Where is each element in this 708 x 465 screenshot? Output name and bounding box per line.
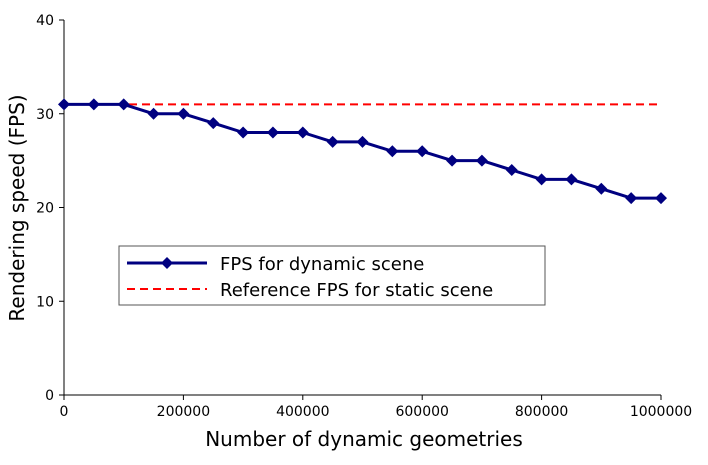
data-point-marker bbox=[446, 154, 459, 167]
legend: FPS for dynamic scene Reference FPS for … bbox=[118, 245, 546, 306]
x-tick-label: 1000000 bbox=[630, 404, 692, 420]
legend-label-static: Reference FPS for static scene bbox=[220, 280, 493, 301]
data-point-marker bbox=[296, 126, 309, 139]
data-point-marker bbox=[386, 145, 399, 158]
series-layer bbox=[58, 98, 667, 205]
data-point-marker bbox=[475, 154, 488, 167]
data-point-marker bbox=[655, 192, 667, 205]
y-tick-label: 10 bbox=[36, 294, 54, 310]
data-point-marker bbox=[266, 126, 279, 139]
data-point-marker bbox=[58, 98, 70, 111]
y-tick-label: 40 bbox=[36, 13, 54, 29]
x-tick-label: 400000 bbox=[276, 404, 329, 420]
axes bbox=[63, 20, 661, 396]
data-point-marker bbox=[535, 173, 548, 186]
y-axis-title: Rendering speed (FPS) bbox=[5, 94, 29, 321]
data-point-marker bbox=[356, 135, 369, 148]
legend-box bbox=[118, 245, 546, 306]
data-point-marker bbox=[237, 126, 250, 139]
data-point-marker bbox=[625, 192, 638, 205]
legend-label-dynamic: FPS for dynamic scene bbox=[220, 254, 424, 275]
x-ticks: 0 200000 400000 600000 800000 1000000 bbox=[60, 395, 692, 420]
data-point-marker bbox=[87, 98, 100, 111]
y-tick-label: 20 bbox=[36, 201, 54, 217]
legend-marker-dynamic bbox=[161, 257, 173, 269]
y-ticks: 0 10 20 30 40 bbox=[36, 13, 64, 404]
data-point-marker bbox=[565, 173, 578, 186]
y-tick-label: 30 bbox=[36, 107, 54, 123]
y-tick-label: 0 bbox=[45, 388, 54, 404]
x-tick-label: 600000 bbox=[395, 404, 448, 420]
data-point-marker bbox=[147, 107, 160, 120]
x-tick-label: 800000 bbox=[515, 404, 568, 420]
data-point-marker bbox=[416, 145, 429, 158]
data-point-marker bbox=[207, 117, 220, 130]
x-tick-label: 200000 bbox=[157, 404, 210, 420]
x-tick-label: 0 bbox=[60, 404, 69, 420]
data-point-marker bbox=[117, 98, 130, 111]
data-point-marker bbox=[595, 182, 608, 195]
data-point-marker bbox=[326, 135, 339, 148]
data-point-marker bbox=[177, 107, 190, 120]
x-axis-title: Number of dynamic geometries bbox=[205, 427, 523, 451]
data-point-marker bbox=[505, 164, 518, 176]
